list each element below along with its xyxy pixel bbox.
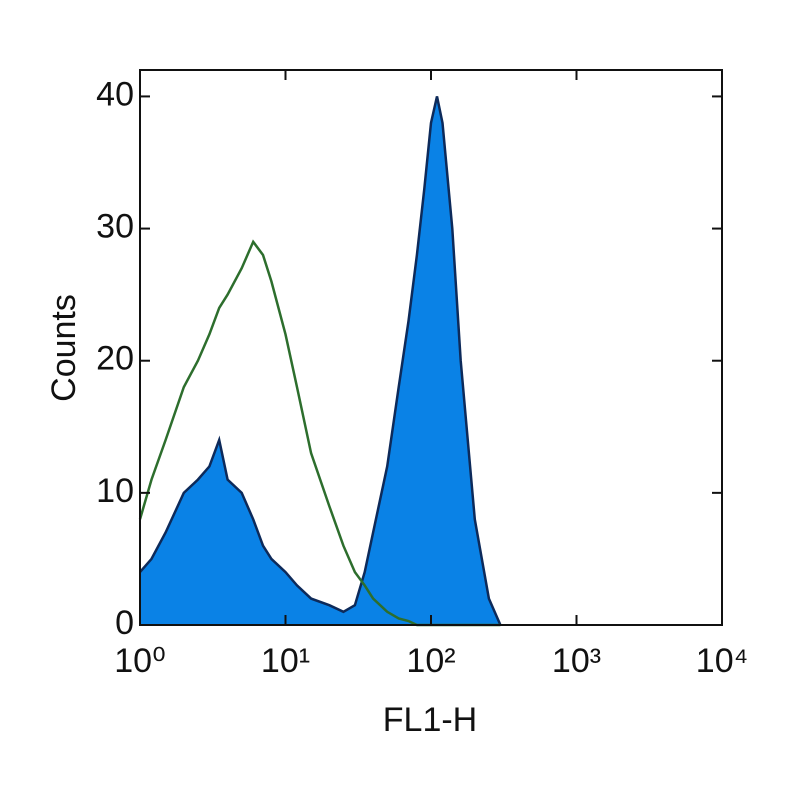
x-tick-label: 10⁴ xyxy=(696,642,748,680)
x-tick-label: 10¹ xyxy=(261,642,310,680)
histogram-area xyxy=(140,96,501,625)
y-tick-label: 30 xyxy=(96,208,134,246)
y-tick-label: 40 xyxy=(96,75,134,113)
x-axis-label: FL1-H xyxy=(383,701,477,739)
y-tick-label: 20 xyxy=(96,340,134,378)
x-tick-label: 10² xyxy=(406,642,455,680)
x-tick-label: 10³ xyxy=(552,642,601,680)
x-tick-label: 10⁰ xyxy=(114,642,165,680)
histogram-edge xyxy=(139,96,502,626)
y-axis-label: Counts xyxy=(45,294,83,402)
y-tick-label: 10 xyxy=(96,472,134,510)
y-tick-label: 0 xyxy=(115,604,134,642)
